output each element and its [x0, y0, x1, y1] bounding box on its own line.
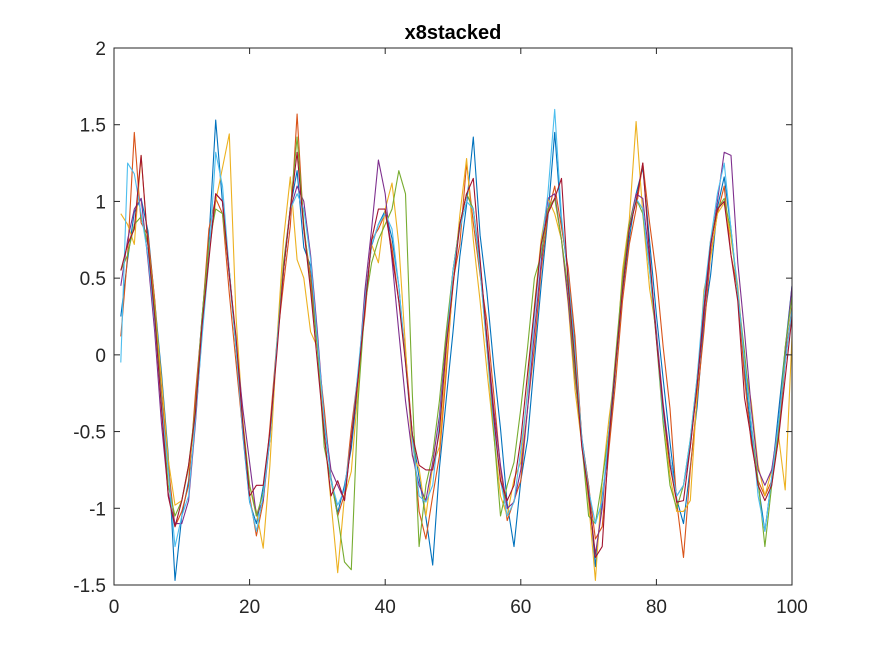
series-line-7: [120, 151, 793, 558]
chart-title: x8stacked: [405, 22, 502, 44]
x-tick-label: 80: [646, 597, 667, 618]
y-tick-label: -0.5: [73, 423, 106, 444]
y-tick-label: 1.5: [80, 116, 106, 137]
y-tick-label: -1: [89, 499, 106, 520]
series-group: [120, 108, 793, 581]
y-tick-label: 1: [95, 192, 106, 213]
series-line-2: [120, 113, 793, 558]
x-tick-label: 40: [375, 597, 396, 618]
x-axis: 0 20 40 60 80 100: [109, 48, 808, 618]
y-tick-label: -1.5: [73, 576, 106, 597]
y-axis: -1.5 -1 -0.5 0 0.5 1 1.5 2: [73, 39, 792, 597]
x-tick-label: 20: [239, 597, 260, 618]
x-tick-label: 60: [510, 597, 531, 618]
x-tick-label: 0: [109, 597, 120, 618]
x-tick-label: 100: [776, 597, 808, 618]
y-tick-label: 0.5: [80, 269, 106, 290]
axes-box: [113, 47, 793, 586]
y-tick-label: 2: [95, 39, 106, 60]
y-tick-label: 0: [95, 346, 106, 367]
